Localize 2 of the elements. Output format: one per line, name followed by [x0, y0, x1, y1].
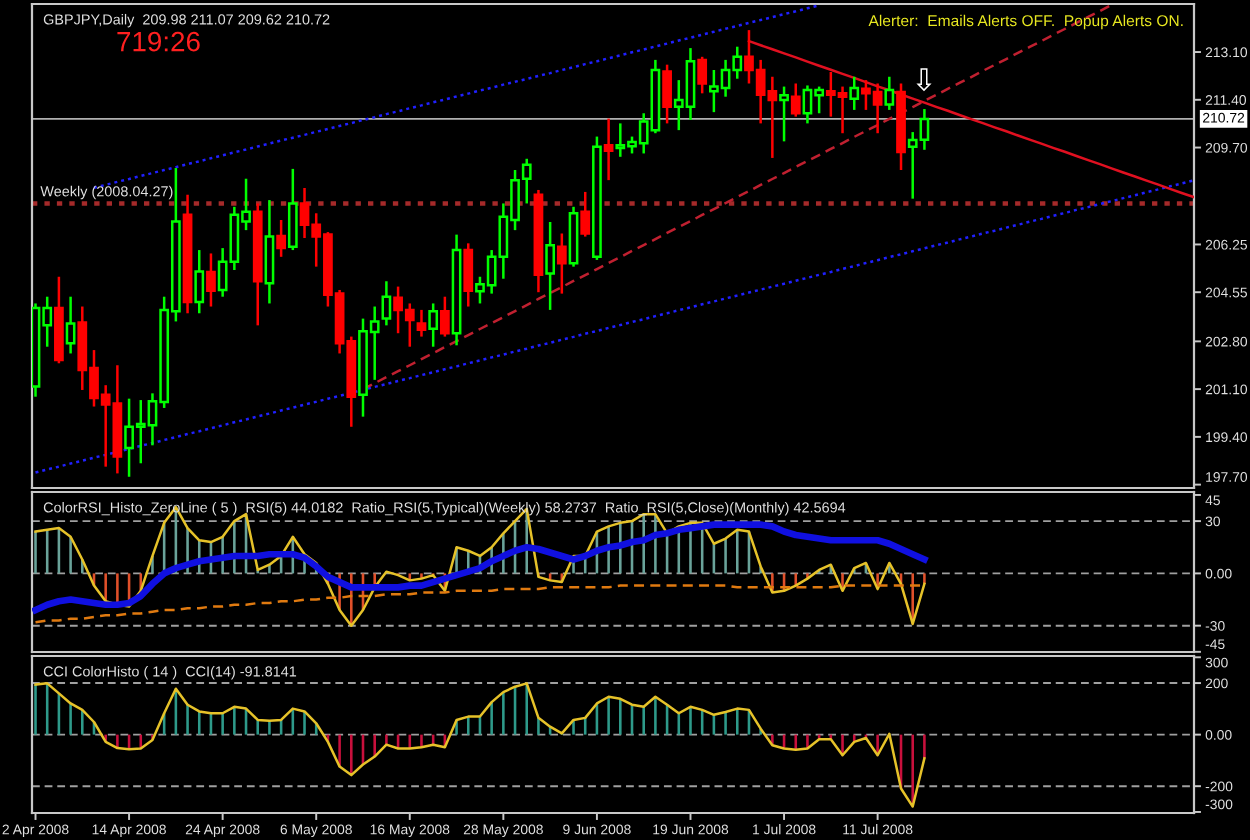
annotation: 719:26 [117, 31, 200, 52]
annotation: ⇩ [916, 68, 932, 92]
